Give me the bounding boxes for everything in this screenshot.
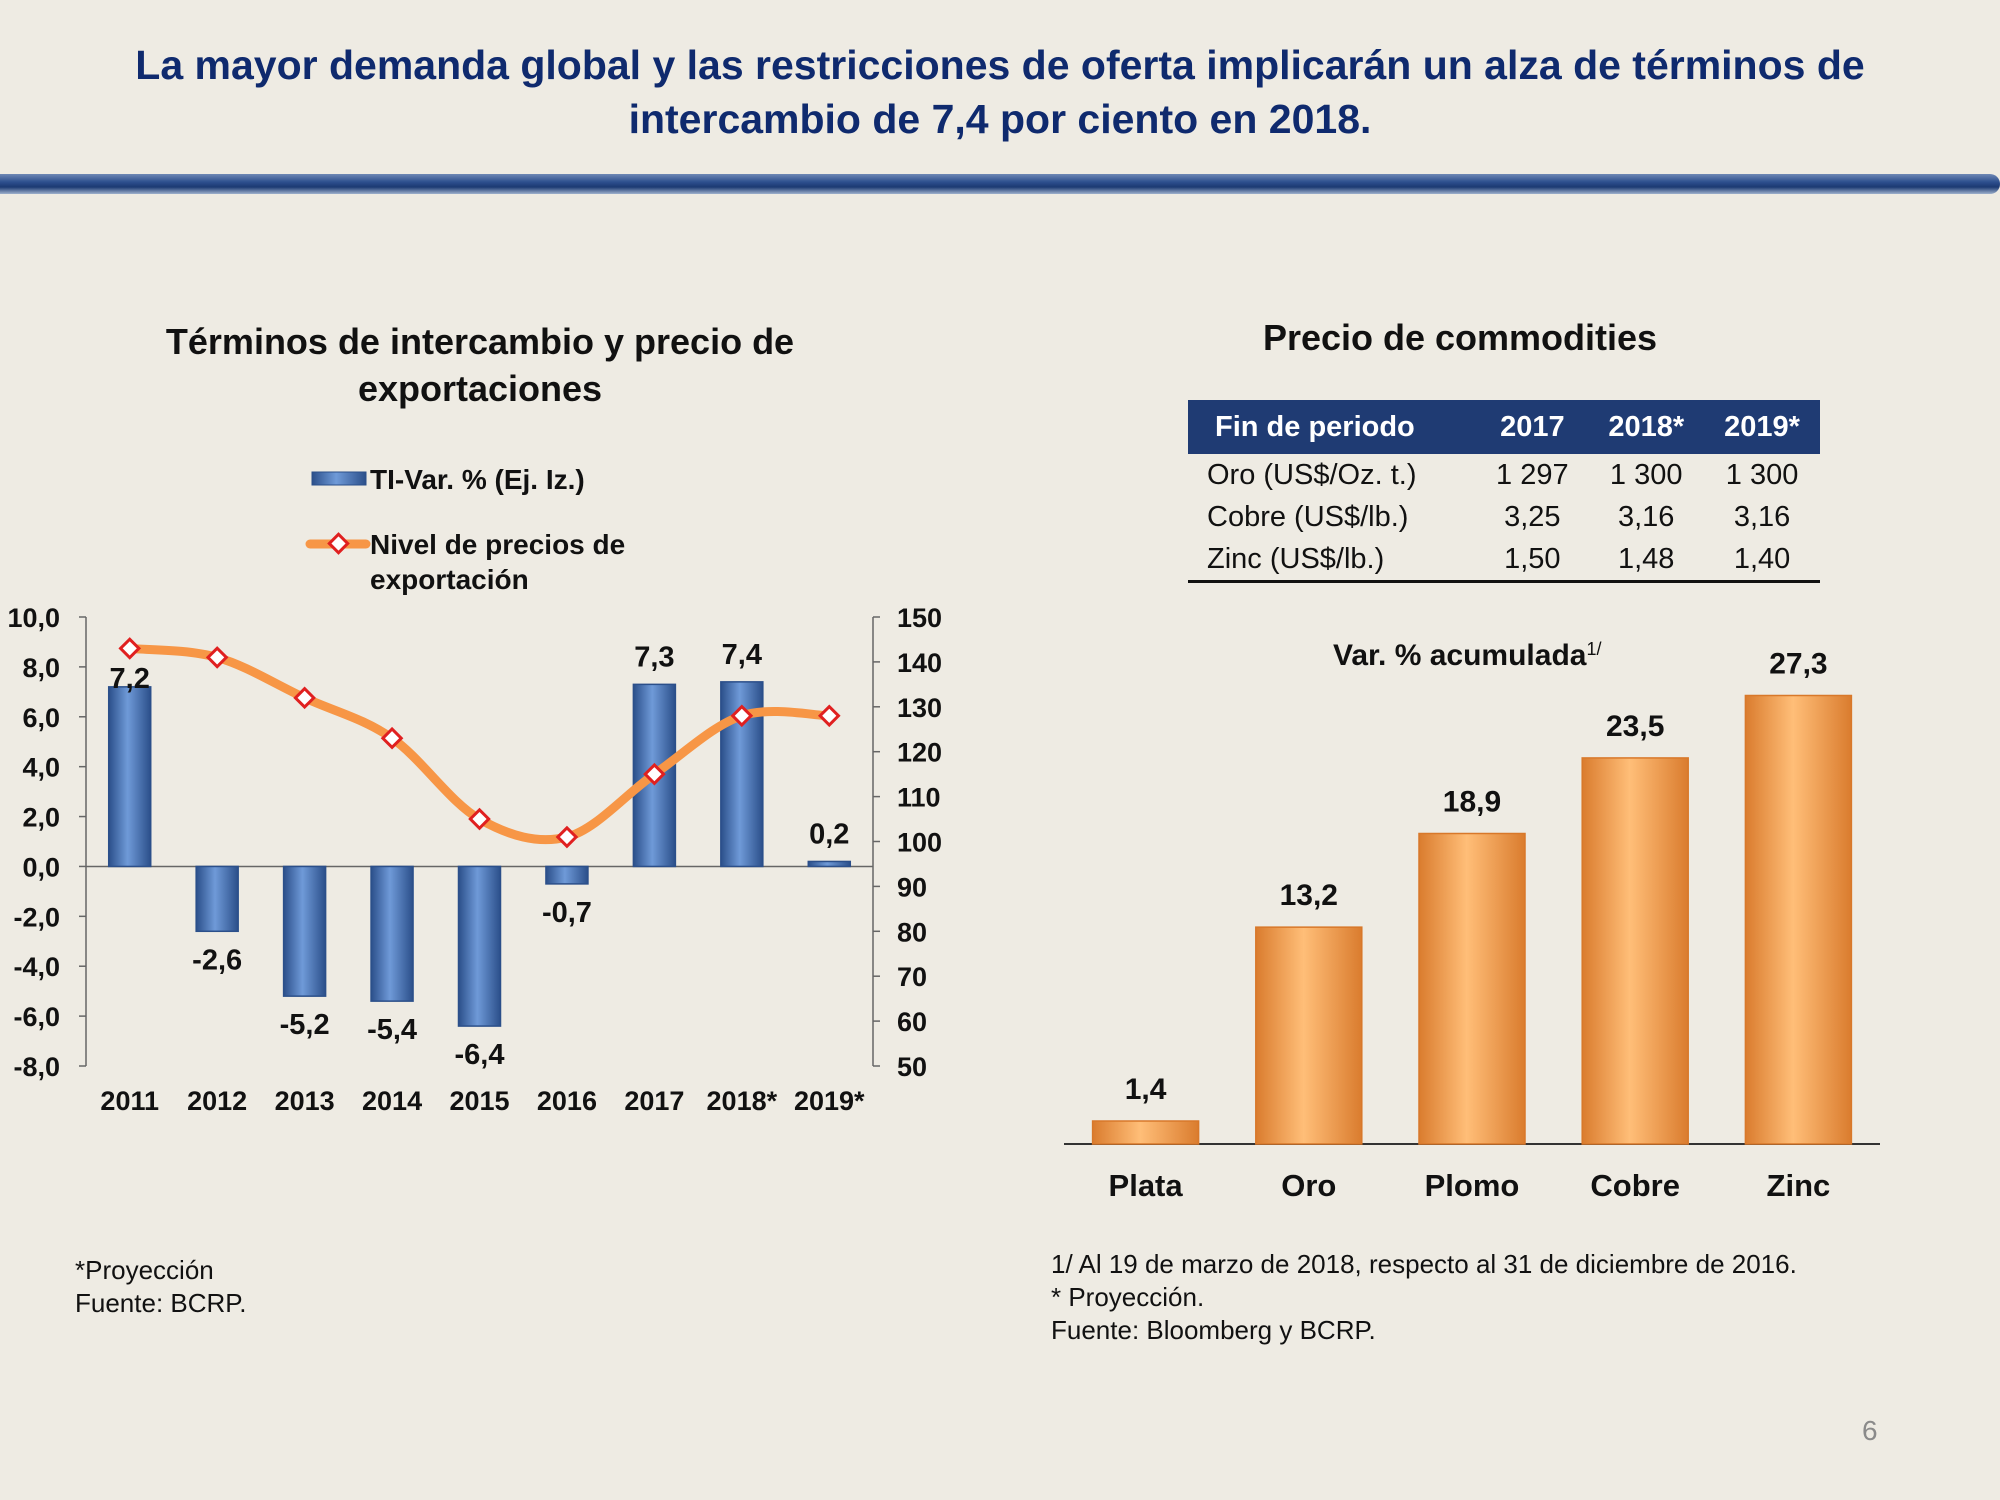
right-tick-label: 70 bbox=[897, 962, 927, 992]
right-tick-label: 90 bbox=[897, 872, 927, 902]
legend-line-label-2: exportación bbox=[370, 564, 529, 595]
line-point-marker bbox=[118, 637, 142, 660]
right-tick-label: 100 bbox=[897, 828, 942, 858]
line-point-marker bbox=[730, 704, 754, 728]
right-tick-label: 50 bbox=[897, 1052, 927, 1082]
right-panel-title: Precio de commodities bbox=[1262, 317, 1658, 358]
bar-value-label: -0,7 bbox=[542, 897, 592, 929]
category-label: 2014 bbox=[362, 1086, 422, 1116]
title-rule bbox=[0, 174, 2000, 194]
right-footnote-source: Fuente: Bloomberg y BCRP. bbox=[1051, 1315, 1376, 1345]
legend-line-label-1: Nivel de precios de bbox=[370, 529, 625, 560]
left-chart-title: Términos de intercambio y precio de expo… bbox=[165, 321, 795, 409]
table-cell: 1,40 bbox=[1733, 542, 1791, 575]
category-label: 2013 bbox=[275, 1086, 335, 1116]
bar-ti-var bbox=[457, 865, 502, 1027]
bar-ti-var bbox=[545, 865, 589, 885]
left-tick-label: 2,0 bbox=[22, 803, 60, 833]
table-cell: 1 300 bbox=[1725, 458, 1799, 491]
bar-value-label: 7,2 bbox=[110, 663, 150, 695]
table-cell: 1,48 bbox=[1617, 542, 1675, 575]
category-label: 2019* bbox=[794, 1086, 865, 1116]
table-cell: 1 297 bbox=[1496, 458, 1569, 491]
left-tick-label: 6,0 bbox=[22, 703, 60, 733]
table-header-cell: Fin de periodo bbox=[1188, 400, 1477, 454]
line-point-marker bbox=[293, 686, 316, 710]
right-tick-label: 150 bbox=[897, 603, 942, 633]
table-row: Oro (US$/Oz. t.) 1 297 1 300 1 300 bbox=[1188, 454, 1820, 496]
left-tick-label: 8,0 bbox=[22, 653, 60, 683]
table-row: Zinc (US$/lb.) 1,50 1,48 1,40 bbox=[1188, 538, 1820, 582]
bar-ti-var bbox=[370, 865, 414, 1002]
chart1-labels: 7,2 -2,6 -5,2 -5,4 -6,4 -0,7 7,3 7,4 0,2 bbox=[110, 639, 850, 1071]
table-cell: 1,50 bbox=[1504, 542, 1561, 575]
left-footnotes: *Proyección Fuente: BCRP. bbox=[75, 1254, 247, 1320]
bar-ti-var bbox=[282, 865, 327, 997]
left-tick-label: -2,0 bbox=[13, 902, 60, 932]
right-tick-label: 80 bbox=[897, 917, 927, 947]
line-point-marker bbox=[468, 807, 491, 831]
table-cell: Zinc (US$/lb.) bbox=[1207, 542, 1385, 575]
table-header-row: Fin de periodo 2017 2018* 2019* bbox=[1188, 400, 1820, 454]
line-point-marker bbox=[817, 704, 841, 728]
table-header-cell: 2018* bbox=[1588, 400, 1705, 454]
right-footnote-projection: * Proyección. bbox=[1051, 1282, 1205, 1312]
page-title: La mayor demanda global y las restriccio… bbox=[135, 42, 1865, 142]
chart1-line bbox=[118, 637, 841, 849]
bar-value-label: -5,4 bbox=[367, 1014, 417, 1046]
table-cell: Oro (US$/Oz. t.) bbox=[1207, 458, 1417, 491]
table-header-cell: 2017 bbox=[1476, 400, 1589, 454]
left-tick-label: -6,0 bbox=[13, 1002, 60, 1032]
category-label: 2012 bbox=[187, 1086, 247, 1116]
table-cell: 3,16 bbox=[1733, 500, 1791, 533]
category-label: 2016 bbox=[537, 1086, 597, 1116]
bar-value-label: 7,4 bbox=[722, 639, 762, 671]
bar-ti-var bbox=[807, 860, 852, 868]
right-tick-label: 120 bbox=[897, 738, 942, 768]
left-footnote-projection: *Proyección bbox=[75, 1255, 214, 1285]
table-header-cell: 2019* bbox=[1704, 400, 1820, 454]
bar-value-label: -5,2 bbox=[280, 1009, 330, 1041]
left-tick-label: 0,0 bbox=[22, 852, 60, 882]
page-number: 6 bbox=[1862, 1415, 1878, 1446]
right-tick-label: 110 bbox=[897, 783, 941, 813]
line-point-marker bbox=[205, 646, 229, 669]
table-row: Cobre (US$/lb.) 3,25 3,16 3,16 bbox=[1188, 496, 1820, 538]
chart1-axes: 10,0 8,0 6,0 4,0 2,0 0,0 -2,0 -4,0 -6,0 -8,0 150 14… bbox=[7, 603, 942, 1116]
line-point-marker bbox=[380, 726, 404, 750]
left-tick-label: 10,0 bbox=[7, 603, 60, 633]
bar-value-label: -6,4 bbox=[455, 1039, 505, 1071]
bar-value-label: 0,2 bbox=[809, 818, 849, 850]
right-footnote-date: 1/ Al 19 de marzo de 2018, respecto al 3… bbox=[1051, 1249, 1797, 1279]
table-cell: 3,16 bbox=[1617, 500, 1675, 533]
chart1-legend: TI-Var. % (Ej. Iz.) Nivel de precios de … bbox=[305, 464, 625, 595]
right-tick-label: 140 bbox=[897, 648, 942, 678]
legend-bar-label: TI-Var. % (Ej. Iz.) bbox=[370, 464, 585, 495]
category-label: 2017 bbox=[624, 1086, 684, 1116]
left-tick-label: -8,0 bbox=[13, 1052, 60, 1082]
bar-value-label: -2,6 bbox=[192, 944, 242, 976]
right-tick-label: 60 bbox=[897, 1007, 927, 1037]
category-label: 2011 bbox=[100, 1086, 159, 1116]
category-label: 2015 bbox=[449, 1086, 509, 1116]
table-cell: Cobre (US$/lb.) bbox=[1207, 500, 1409, 533]
legend-bar-swatch bbox=[311, 471, 367, 486]
left-footnote-source: Fuente: BCRP. bbox=[75, 1288, 247, 1318]
right-tick-label: 130 bbox=[897, 693, 942, 723]
bar-ti-var bbox=[107, 686, 152, 868]
left-tick-label: 4,0 bbox=[22, 753, 60, 783]
line-point-marker bbox=[555, 825, 579, 849]
right-footnotes: 1/ Al 19 de marzo de 2018, respecto al 3… bbox=[1051, 1248, 1797, 1347]
commodity-price-table: Fin de periodo 2017 2018* 2019* Oro (US$… bbox=[1188, 400, 1820, 583]
legend-line-marker bbox=[327, 532, 350, 555]
table-cell: 3,25 bbox=[1504, 500, 1561, 533]
bar-ti-var bbox=[195, 865, 239, 933]
left-tick-label: -4,0 bbox=[13, 952, 60, 982]
table-cell: 1 300 bbox=[1609, 458, 1683, 491]
bar-value-label: 7,3 bbox=[634, 641, 674, 673]
category-label: 2018* bbox=[707, 1086, 778, 1116]
line-point-marker bbox=[643, 762, 666, 786]
